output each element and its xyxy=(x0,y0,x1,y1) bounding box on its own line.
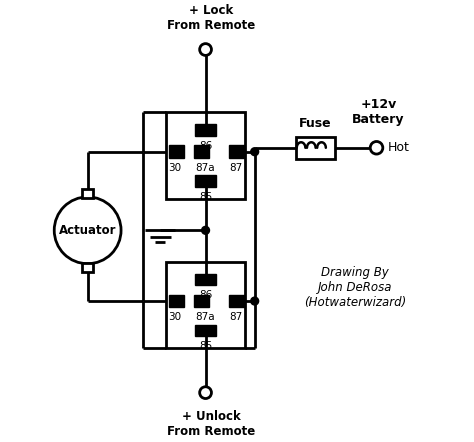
Text: +12v
Battery: +12v Battery xyxy=(352,98,405,126)
Bar xyxy=(194,295,209,307)
Bar xyxy=(82,263,93,271)
Text: + Lock
From Remote: + Lock From Remote xyxy=(167,4,255,32)
Text: 87a: 87a xyxy=(195,312,215,323)
Text: 30: 30 xyxy=(168,163,181,173)
Text: Fuse: Fuse xyxy=(299,117,332,130)
Text: 86: 86 xyxy=(199,290,212,300)
Text: 87: 87 xyxy=(229,163,243,173)
Circle shape xyxy=(54,197,121,264)
Text: + Unlock
From Remote: + Unlock From Remote xyxy=(167,410,255,438)
Circle shape xyxy=(201,226,210,234)
Text: Hot: Hot xyxy=(388,141,410,154)
Circle shape xyxy=(370,141,383,154)
Bar xyxy=(296,137,335,159)
Bar xyxy=(169,295,183,307)
Text: 86: 86 xyxy=(199,141,212,151)
Bar xyxy=(229,295,244,307)
Bar xyxy=(166,262,245,348)
Text: Actuator: Actuator xyxy=(59,224,117,237)
Bar xyxy=(195,124,216,136)
Circle shape xyxy=(200,44,211,55)
Text: 87: 87 xyxy=(229,312,243,323)
Bar xyxy=(169,145,183,158)
Bar xyxy=(229,145,244,158)
Bar xyxy=(194,145,209,158)
Text: 85: 85 xyxy=(199,341,212,351)
Bar xyxy=(195,274,216,286)
Text: 85: 85 xyxy=(199,192,212,202)
Circle shape xyxy=(251,148,259,156)
Circle shape xyxy=(200,387,211,399)
Bar xyxy=(195,324,216,336)
Text: 30: 30 xyxy=(168,312,181,323)
Bar xyxy=(82,189,93,198)
Bar xyxy=(195,175,216,187)
Bar xyxy=(166,112,245,199)
Text: Drawing By
John DeRosa
(Hotwaterwizard): Drawing By John DeRosa (Hotwaterwizard) xyxy=(304,266,406,309)
Circle shape xyxy=(251,297,259,305)
Text: 87a: 87a xyxy=(195,163,215,173)
